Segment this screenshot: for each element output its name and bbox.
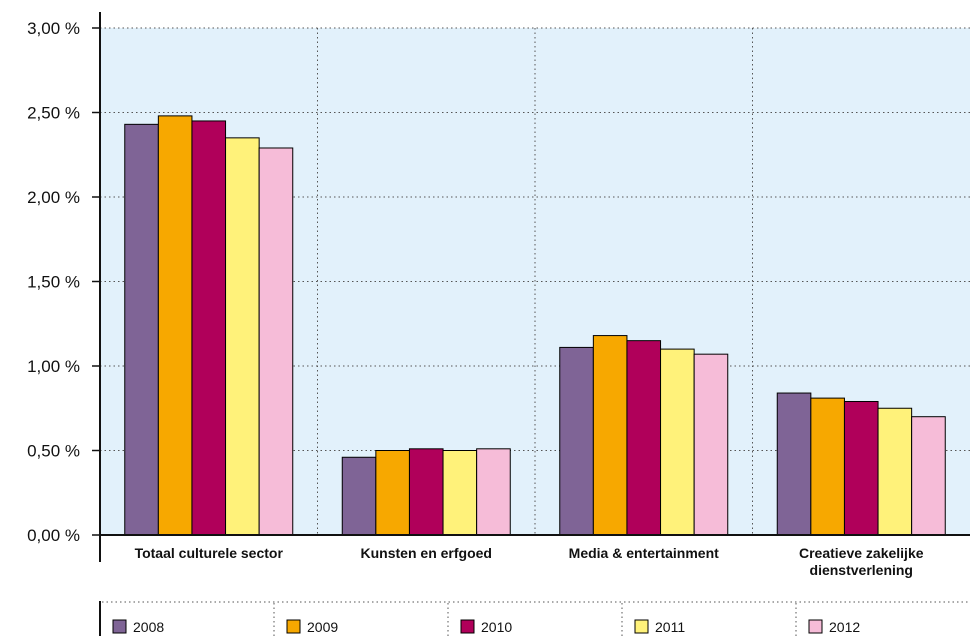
bar-2010-0 [191,120,227,536]
legend-label-2012: 2012 [829,619,860,635]
bar-2011-3 [877,407,913,536]
bar-2011-1 [442,450,478,536]
legend-label-2009: 2009 [307,619,338,635]
x-category-label: Creatieve zakelijke [799,545,924,561]
y-tick-label: 0,00 % [27,526,80,545]
y-tick-label: 2,00 % [27,188,80,207]
y-tick-label: 3,00 % [27,19,80,38]
bar-2009-3 [810,397,845,536]
legend-swatch-2011 [634,619,649,634]
legend-swatch-2012 [808,619,823,634]
bar-2008-1 [341,456,377,536]
y-tick-label: 1,00 % [27,357,80,376]
legend-label-2011: 2011 [655,619,685,635]
bar-2012-1 [476,448,511,536]
bar-2012-2 [693,353,729,536]
y-tick-label: 2,50 % [27,104,80,123]
legend-swatch-2010 [460,619,475,634]
legend-label-2008: 2008 [133,619,164,635]
legend-swatch-2009 [286,619,301,634]
bar-2008-3 [776,392,812,536]
bar-2009-1 [375,450,410,536]
bar-2012-0 [258,147,294,536]
bar-2010-2 [626,340,662,536]
bar-2011-2 [660,348,695,536]
bar-2008-2 [559,346,594,536]
bar-2009-2 [592,335,628,536]
y-tick-label: 0,50 % [27,442,80,461]
legend-label-2010: 2010 [481,619,512,635]
x-category-label: Kunsten en erfgoed [361,545,492,561]
y-tick-label: 1,50 % [27,273,80,292]
x-category-label: Media & entertainment [569,545,719,561]
x-category-label: dienstverlening [810,562,913,578]
bar-2010-1 [408,448,444,536]
bar-2009-0 [157,115,193,536]
bar-2010-3 [843,400,879,536]
legend-swatch-2008 [112,619,127,634]
bar-2012-3 [911,416,946,536]
x-category-label: Totaal culturele sector [135,545,284,561]
bar-2008-0 [124,123,159,536]
bar-2011-0 [225,137,260,536]
